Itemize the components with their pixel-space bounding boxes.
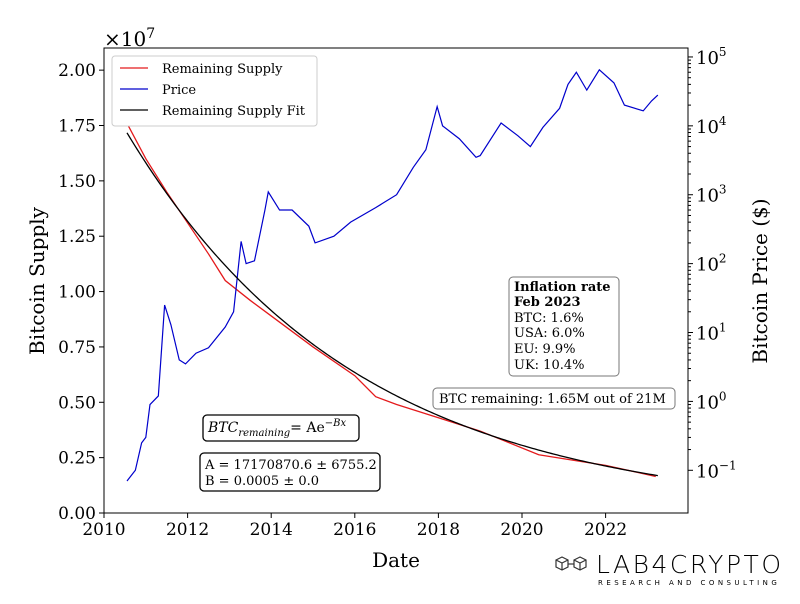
x-tick-label: 2012: [166, 520, 209, 540]
svg-text:Inflation rate: Inflation rate: [514, 280, 611, 295]
y-right-tick-label: 104: [696, 114, 727, 138]
left-axis-multiplier: ×107: [104, 26, 155, 51]
x-tick-label: 2014: [250, 520, 293, 540]
x-tick-label: 2020: [500, 520, 543, 540]
y-right-tick-label: 100: [696, 389, 727, 413]
y-axis-left-label: Bitcoin Supply: [25, 206, 49, 355]
y-right-tick-label: 102: [696, 252, 727, 276]
y-left-tick-label: 0.25: [58, 449, 96, 469]
y-left-tick-label: 0.75: [58, 338, 96, 358]
plot-frame: [103, 47, 689, 514]
formula-box: BTCremaining= Ae−Bx: [202, 414, 360, 442]
blockchain-cubes-icon: [555, 556, 587, 571]
x-tick-label: 2016: [333, 520, 376, 540]
x-tick-label: 2022: [584, 520, 627, 540]
y-right-tick-label: 105: [696, 45, 727, 69]
svg-text:EU: 9.9%: EU: 9.9%: [514, 342, 576, 357]
y-left-tick-label: 1.25: [58, 227, 96, 247]
y-right-tick-label: 101: [696, 321, 727, 345]
legend: Remaining Supply Price Remaining Supply …: [111, 55, 318, 127]
inflation-box: Inflation rate Feb 2023 BTC: 1.6% USA: 6…: [508, 276, 620, 377]
x-axis-label: Date: [372, 548, 420, 572]
lab4crypto-logo: LAB4CRYPTO RESEARCH AND CONSULTING: [555, 550, 782, 587]
svg-text:UK: 10.4%: UK: 10.4%: [514, 358, 584, 373]
series-remaining-supply-fit: [126, 132, 658, 477]
legend-label: Remaining Supply: [162, 62, 283, 77]
svg-text:A = 17170870.6 ± 6755.2: A = 17170870.6 ± 6755.2: [204, 458, 377, 473]
svg-text:Feb 2023: Feb 2023: [514, 295, 581, 310]
svg-text:RESEARCH AND CONSULTING: RESEARCH AND CONSULTING: [598, 579, 780, 587]
y-axis-right-label: Bitcoin Price ($): [748, 198, 772, 363]
svg-text:B = 0.0005 ± 0.0: B = 0.0005 ± 0.0: [205, 474, 319, 489]
y-right-tick-label: 103: [696, 183, 727, 207]
y-left-tick-label: 1.50: [58, 172, 96, 192]
legend-label: Remaining Supply Fit: [162, 104, 306, 119]
svg-text:BTC: 1.6%: BTC: 1.6%: [514, 311, 584, 326]
remaining-box: BTC remaining: 1.65M out of 21M: [432, 387, 676, 410]
y-left-tick-label: 2.00: [58, 61, 96, 81]
svg-text:LAB4CRYPTO: LAB4CRYPTO: [596, 550, 782, 579]
x-tick-label: 2018: [417, 520, 460, 540]
y-left-tick-label: 0.00: [58, 504, 96, 524]
y-left-tick-label: 0.50: [58, 393, 96, 413]
y-left-tick-label: 1.00: [58, 283, 96, 303]
y-left-tick-label: 1.75: [58, 117, 96, 137]
svg-text:BTCremaining= Ae−Bx: BTCremaining= Ae−Bx: [207, 418, 346, 439]
fit-params-box: A = 17170870.6 ± 6755.2 B = 0.0005 ± 0.0: [199, 452, 381, 492]
legend-label: Price: [162, 83, 196, 98]
x-tick-label: 2010: [82, 520, 125, 540]
svg-text:BTC remaining: 1.65M out of 21: BTC remaining: 1.65M out of 21M: [439, 392, 666, 407]
y-right-tick-label: 10−1: [696, 458, 737, 482]
series-price: [126, 68, 659, 482]
svg-text:USA: 6.0%: USA: 6.0%: [514, 326, 585, 341]
